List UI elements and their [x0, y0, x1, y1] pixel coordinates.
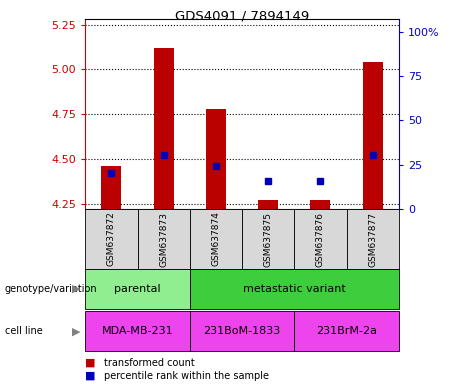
Bar — [85, 209, 137, 269]
Text: transformed count: transformed count — [104, 358, 195, 368]
Text: ■: ■ — [85, 371, 96, 381]
Text: 231BoM-1833: 231BoM-1833 — [203, 326, 281, 336]
Bar — [190, 269, 399, 309]
Text: GSM637877: GSM637877 — [368, 212, 377, 266]
Bar — [101, 166, 121, 209]
Text: metastatic variant: metastatic variant — [243, 284, 346, 294]
Text: GSM637875: GSM637875 — [264, 212, 272, 266]
Text: GSM637876: GSM637876 — [316, 212, 325, 266]
Text: ▶: ▶ — [72, 326, 81, 336]
Bar — [190, 311, 294, 351]
Bar — [258, 200, 278, 209]
Text: genotype/variation: genotype/variation — [5, 284, 97, 294]
Text: GSM637873: GSM637873 — [159, 212, 168, 266]
Bar — [294, 311, 399, 351]
Bar — [294, 209, 347, 269]
Bar — [363, 62, 383, 209]
Bar — [85, 311, 190, 351]
Text: 231BrM-2a: 231BrM-2a — [316, 326, 377, 336]
Bar — [85, 269, 190, 309]
Bar — [190, 209, 242, 269]
Text: ■: ■ — [85, 358, 96, 368]
Text: percentile rank within the sample: percentile rank within the sample — [104, 371, 269, 381]
Text: GSM637874: GSM637874 — [212, 212, 220, 266]
Text: MDA-MB-231: MDA-MB-231 — [102, 326, 173, 336]
Bar — [347, 209, 399, 269]
Text: GDS4091 / 7894149: GDS4091 / 7894149 — [175, 10, 309, 23]
Bar — [242, 209, 294, 269]
Bar — [310, 200, 331, 209]
Bar — [154, 48, 174, 209]
Bar — [206, 109, 226, 209]
Text: ▶: ▶ — [72, 284, 81, 294]
Text: GSM637872: GSM637872 — [107, 212, 116, 266]
Text: cell line: cell line — [5, 326, 42, 336]
Text: parental: parental — [114, 284, 161, 294]
Bar — [137, 209, 190, 269]
